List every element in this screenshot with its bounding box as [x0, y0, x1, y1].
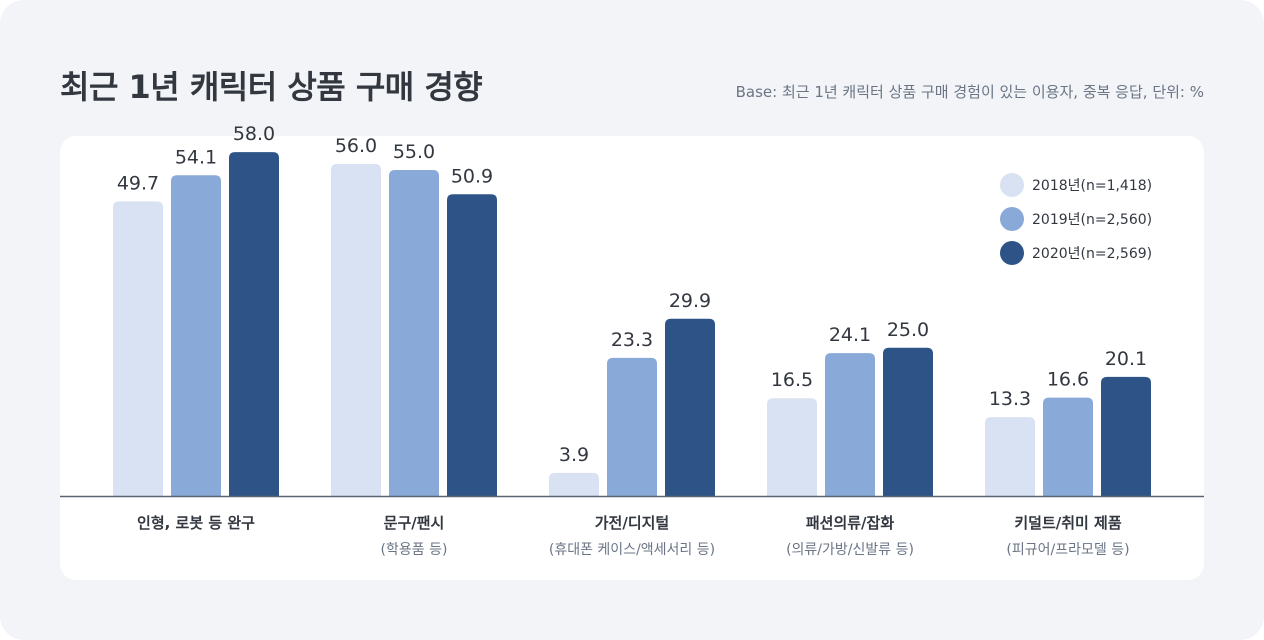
- value-label-2020-cat3: 29.9: [669, 290, 711, 312]
- category-subtitle-2: (학용품 등): [381, 542, 448, 558]
- value-label-2020-cat5: 20.1: [1105, 348, 1147, 370]
- category-subtitle-4: (의류/가방/신발류 등): [786, 542, 914, 558]
- bar-2019-cat5: [1043, 397, 1093, 496]
- legend: 2018년(n=1,418) 2019년(n=2,560) 2020년(n=2,…: [1000, 168, 1152, 270]
- value-label-2018-cat4: 16.5: [771, 369, 813, 391]
- category-label-5: 키덜트/취미 제품: [1014, 514, 1122, 532]
- value-label-2020-cat4: 25.0: [887, 319, 929, 341]
- value-label-2019-cat3: 23.3: [611, 329, 653, 351]
- bar-2020-cat3: [665, 318, 715, 496]
- chart-title: 최근 1년 캐릭터 상품 구매 경향: [60, 68, 483, 106]
- value-label-2019-cat5: 16.6: [1047, 369, 1089, 391]
- bar-2020-cat4: [883, 347, 933, 496]
- category-label-2: 문구/팬시: [384, 514, 445, 532]
- legend-label-2019: 2019년(n=2,560): [1032, 212, 1153, 228]
- bar-2018-cat5: [985, 417, 1035, 496]
- category-label-4: 패션의류/잡화: [806, 514, 894, 532]
- value-label-2018-cat2: 56.0: [335, 135, 377, 157]
- value-label-2019-cat4: 24.1: [829, 324, 871, 346]
- bar-2018-cat1: [113, 201, 163, 496]
- legend-item-2020: 2020년(n=2,569): [1000, 236, 1152, 270]
- value-label-2020-cat2: 50.9: [451, 165, 493, 187]
- category-label-3: 가전/디지털: [595, 514, 669, 532]
- bar-2020-cat5: [1101, 376, 1151, 496]
- bar-2019-cat4: [825, 353, 875, 496]
- bar-2018-cat3: [549, 472, 599, 496]
- value-label-2018-cat5: 13.3: [989, 388, 1031, 410]
- value-label-2019-cat1: 54.1: [175, 146, 217, 168]
- bar-2020-cat1: [229, 152, 279, 496]
- legend-swatch-2019: [1000, 207, 1024, 231]
- category-label-1: 인형, 로봇 등 완구: [137, 514, 255, 532]
- value-label-2018-cat1: 49.7: [117, 172, 159, 194]
- legend-item-2018: 2018년(n=1,418): [1000, 168, 1152, 202]
- legend-swatch-2020: [1000, 241, 1024, 265]
- bar-2019-cat2: [389, 169, 439, 496]
- value-label-2020-cat1: 58.0: [233, 123, 275, 145]
- bar-2019-cat3: [607, 357, 657, 496]
- legend-swatch-2018: [1000, 173, 1024, 197]
- bar-2018-cat4: [767, 398, 817, 496]
- base-note: Base: 최근 1년 캐릭터 상품 구매 경험이 있는 이용자, 중복 응답,…: [735, 83, 1204, 101]
- value-label-2018-cat3: 3.9: [559, 444, 589, 466]
- legend-label-2020: 2020년(n=2,569): [1032, 246, 1153, 262]
- category-subtitle-3: (휴대폰 케이스/액세서리 등): [549, 542, 715, 558]
- legend-label-2018: 2018년(n=1,418): [1032, 178, 1153, 194]
- category-subtitle-5: (피규어/프라모델 등): [1006, 542, 1129, 558]
- value-label-2019-cat2: 55.0: [393, 141, 435, 163]
- legend-item-2019: 2019년(n=2,560): [1000, 202, 1152, 236]
- bar-2019-cat1: [171, 175, 221, 496]
- bar-2018-cat2: [331, 164, 381, 497]
- bar-2020-cat2: [447, 194, 497, 496]
